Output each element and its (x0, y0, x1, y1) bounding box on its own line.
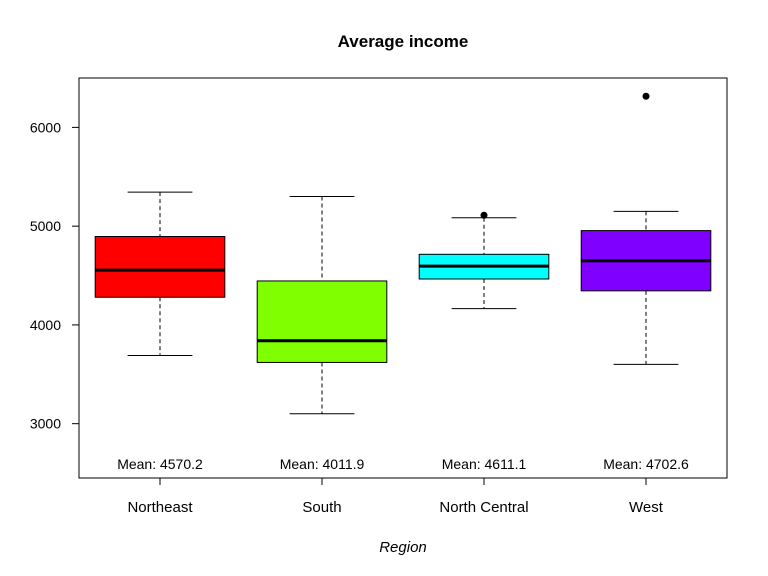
box-northeast: Mean: 4570.2 (94, 191, 226, 472)
mean-label: Mean: 4570.2 (117, 456, 203, 472)
chart-title: Average income (338, 32, 469, 51)
x-tick-label: South (302, 499, 341, 516)
y-tick-label: 6000 (30, 119, 61, 135)
x-tick-label: West (629, 499, 664, 516)
category-labels: Northeast South North Central West (127, 478, 664, 516)
box-group: Mean: 4570.2 Mean: 4011.9 Mean: 4611.1 Mean… (94, 92, 712, 472)
y-tick-label: 4000 (30, 317, 61, 333)
box-west: Mean: 4702.6 (580, 92, 712, 472)
y-tick-label: 5000 (30, 218, 61, 234)
y-tick-label: 3000 (30, 416, 61, 432)
x-tick-label: North Central (439, 499, 528, 516)
x-axis-title: Region (379, 539, 427, 556)
interquartile-box (94, 236, 226, 298)
mean-label: Mean: 4611.1 (442, 456, 527, 472)
mean-label: Mean: 4011.9 (280, 456, 365, 472)
box-south: Mean: 4011.9 (256, 196, 388, 472)
interquartile-box (256, 280, 388, 363)
outlier-point (480, 211, 488, 219)
mean-label: Mean: 4702.6 (603, 456, 689, 472)
box-north-central: Mean: 4611.1 (418, 211, 550, 472)
y-axis: 3000 4000 5000 6000 (30, 119, 80, 432)
outlier-point (642, 92, 650, 100)
x-tick-label: Northeast (127, 499, 193, 516)
